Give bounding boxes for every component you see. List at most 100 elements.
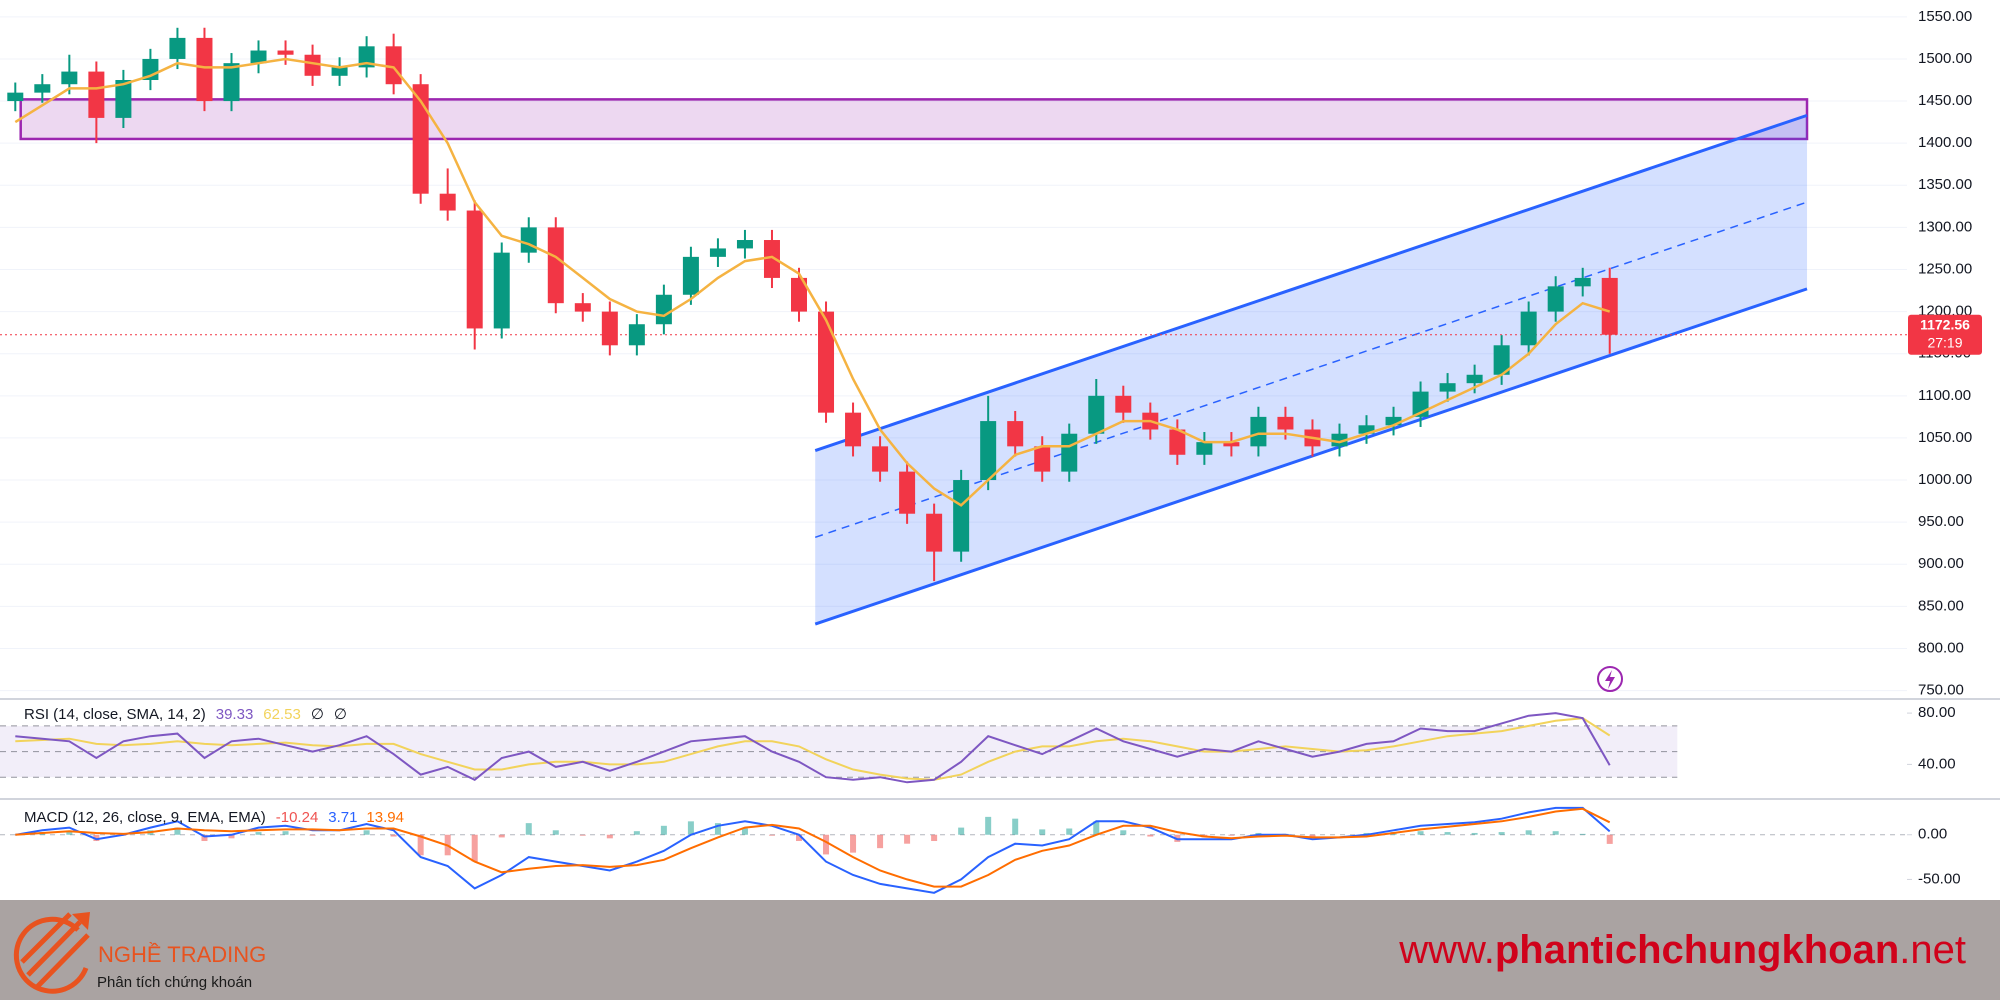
- candle-body: [736, 240, 753, 249]
- candle-body: [574, 303, 591, 312]
- candle-body: [223, 63, 240, 102]
- candle-body: [520, 227, 537, 253]
- candle-body: [926, 513, 943, 552]
- pane: 40.00 80.00 RSI (14, close, SMA, 14, 2) 39.…: [0, 704, 1956, 784]
- y-tick-label: 1250.00: [1918, 260, 1972, 277]
- histogram-bar: [877, 834, 884, 849]
- candle-body: [1547, 286, 1564, 312]
- histogram-bar: [714, 823, 721, 835]
- histogram-bar: [1471, 832, 1478, 835]
- y-tick-label: -50.00: [1918, 870, 1961, 887]
- indicator-value: 13.94: [366, 809, 404, 826]
- logo-arrows: [20, 912, 90, 990]
- candle-body: [872, 446, 889, 472]
- y-tick-label: 0.00: [1918, 826, 1947, 843]
- histogram-bar: [768, 834, 775, 836]
- candle-body: [791, 277, 808, 312]
- alert-icon[interactable]: [1597, 666, 1623, 692]
- histogram-bar: [552, 830, 559, 835]
- zone-box: [19, 98, 1809, 141]
- indicator-value: 62.53: [263, 706, 301, 723]
- candle-body: [1601, 277, 1618, 335]
- logo-ring: [13, 916, 89, 994]
- na-value: ∅: [334, 706, 347, 723]
- histogram-bar: [201, 834, 208, 842]
- pane-header: MACD (12, 26, close, 9, EMA, EMA) -10.24 3…: [24, 809, 404, 826]
- histogram-bar: [1228, 834, 1235, 836]
- channel-middle: [814, 201, 1808, 539]
- price-tag-value: 1172.56: [1920, 316, 1970, 332]
- histogram-bar: [1120, 830, 1127, 835]
- brand: NGHỀ TRADING: [98, 942, 266, 967]
- candle-body: [1223, 442, 1240, 447]
- candle-body: [88, 71, 105, 118]
- candle-body: [899, 471, 916, 514]
- candle-body: [953, 480, 970, 552]
- y-tick-label: 750.00: [1918, 682, 1964, 699]
- candle-body: [493, 252, 510, 329]
- histogram-bar: [1606, 834, 1613, 844]
- candle-body: [547, 227, 564, 304]
- plot-layer: 750.00 800.00 850.00 900.00 950.00 1000.00 105…: [0, 8, 1982, 894]
- candle-body: [439, 193, 456, 211]
- histogram-bar: [471, 834, 478, 862]
- candle-body: [1493, 345, 1510, 375]
- footer-banner: [0, 900, 2000, 1000]
- candle-body: [980, 421, 997, 481]
- candle-body: [1277, 416, 1294, 430]
- indicator-value: -10.24: [276, 809, 319, 826]
- candle-body: [1358, 425, 1375, 434]
- candle-body: [1196, 442, 1213, 455]
- background: [0, 0, 2000, 900]
- candle-body: [304, 54, 321, 76]
- histogram-bar: [228, 834, 235, 839]
- histogram-bar: [931, 834, 938, 842]
- series-line: [14, 57, 1611, 507]
- candle-body: [1007, 421, 1024, 447]
- y-tick-label: 40.00: [1918, 755, 1956, 772]
- na-value: ∅: [311, 706, 324, 723]
- histogram-bar: [985, 816, 992, 835]
- pane: -50.00 0.00 MACD (12, 26, close, 9, EMA, E…: [0, 806, 1961, 894]
- y-tick-label: 1400.00: [1918, 134, 1972, 151]
- candle-body: [1439, 383, 1456, 392]
- candle-body: [682, 256, 699, 295]
- logo-arrowhead: [72, 912, 90, 930]
- pane: 750.00 800.00 850.00 900.00 950.00 1000.00 105…: [0, 8, 1982, 699]
- candle-body: [1169, 429, 1186, 455]
- histogram-bar: [633, 831, 640, 835]
- y-tick-label: 1550.00: [1918, 8, 1972, 25]
- histogram-bar: [958, 827, 965, 835]
- candle-body: [7, 92, 24, 102]
- histogram-bar: [498, 834, 505, 838]
- histogram-bar: [579, 834, 586, 836]
- y-tick-label: 1500.00: [1918, 50, 1972, 67]
- candle-body: [1250, 416, 1267, 447]
- histogram-bar: [904, 834, 911, 844]
- site-suffix: .net: [1899, 928, 1966, 972]
- y-tick-label: 900.00: [1918, 555, 1964, 572]
- histogram-bar: [1012, 818, 1019, 835]
- histogram-bar: [796, 834, 803, 842]
- y-tick-label: 1100.00: [1918, 387, 1971, 404]
- site-name: phantichchungkhoan: [1495, 928, 1899, 972]
- histogram-bar: [1444, 832, 1451, 835]
- histogram-bar: [1147, 834, 1154, 837]
- histogram-bar: [606, 834, 613, 839]
- histogram-bar: [363, 830, 370, 835]
- candle-body: [1034, 446, 1051, 472]
- candle-body: [1115, 395, 1132, 413]
- histogram-bar: [1498, 832, 1505, 835]
- histogram-bar: [282, 831, 289, 835]
- histogram-bar: [417, 834, 424, 856]
- website[interactable]: www.phantichchungkhoan.net: [1398, 928, 1966, 972]
- series-line: [15, 712, 1611, 784]
- channel-lower: [814, 287, 1808, 626]
- candle-body: [1466, 374, 1483, 384]
- candle-body: [1088, 395, 1105, 434]
- candle-body: [115, 80, 132, 118]
- candle-body: [331, 67, 348, 76]
- pane-header: RSI (14, close, SMA, 14, 2) 39.33 62.53 ∅ ∅: [24, 706, 347, 723]
- candle-body: [628, 324, 645, 346]
